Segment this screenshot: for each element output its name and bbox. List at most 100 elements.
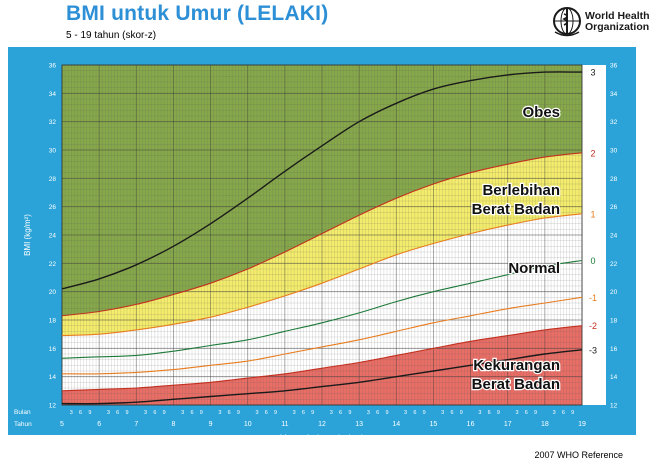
month-tick-label: 9: [237, 410, 240, 416]
month-tick-label: 6: [339, 410, 342, 416]
y-tick-label-right: 18: [610, 318, 618, 325]
curve-z-m2: [62, 325, 582, 392]
month-tick-label: 9: [88, 410, 91, 416]
month-tick-label: 9: [497, 410, 500, 416]
zone-underweight: [62, 325, 582, 405]
zone-label-underweight: Berat Badan: [472, 376, 560, 393]
zscore-label-m3: -3: [589, 345, 597, 355]
month-tick-label: 3: [441, 410, 444, 416]
who-emblem-icon: [553, 7, 581, 37]
x-tick-label: 12: [318, 421, 326, 428]
curve-z-m3: [62, 349, 582, 405]
zscore-label-3: 3: [590, 68, 595, 78]
month-tick-label: 9: [460, 410, 463, 416]
month-tick-label: 6: [190, 410, 193, 416]
y-tick-label-left: 16: [49, 346, 57, 353]
y-tick-label-right: 20: [610, 289, 618, 296]
y-tick-label-left: 14: [49, 374, 57, 381]
month-tick-label: 3: [553, 410, 556, 416]
month-tick-label: 3: [330, 410, 333, 416]
month-tick-label: 9: [423, 410, 426, 416]
zscore-label-m2: -2: [589, 321, 597, 331]
month-tick-label: 9: [385, 410, 388, 416]
zscore-label-1: 1: [590, 209, 595, 219]
x-tick-label: 14: [392, 421, 400, 428]
month-tick-label: 3: [515, 410, 518, 416]
month-tick-label: 3: [107, 410, 110, 416]
x-tick-label: 7: [134, 421, 138, 428]
x-tick-label: 5: [60, 421, 64, 428]
y-tick-label-right: 26: [610, 204, 618, 211]
month-tick-label: 3: [255, 410, 258, 416]
x-tick-label: 16: [467, 421, 475, 428]
zscore-strip: [582, 65, 606, 405]
y-tick-label-right: 24: [610, 233, 618, 240]
y-tick-label-right: 16: [610, 346, 618, 353]
y-tick-label-left: 24: [49, 233, 57, 240]
plot-border: [61, 64, 583, 406]
x-tick-label: 10: [244, 421, 252, 428]
month-tick-label: 6: [116, 410, 119, 416]
zone-label-normal: Normal: [508, 260, 560, 277]
y-tick-label-left: 18: [49, 318, 57, 325]
x-axis-label: Umur (tahun, bulan): [280, 433, 364, 444]
y-tick-label-left: 22: [49, 261, 57, 268]
logo-line-2: Organization: [585, 21, 650, 33]
month-tick-label: 9: [274, 410, 277, 416]
y-tick-label-right: 30: [610, 148, 618, 155]
y-tick-label-left: 28: [49, 176, 57, 183]
month-tick-label: 6: [450, 410, 453, 416]
x-tick-label: 13: [355, 421, 363, 428]
month-tick-label: 6: [562, 410, 565, 416]
logo-line-1: World Health: [585, 10, 650, 22]
who-logo: World Health Organization: [552, 6, 652, 40]
y-tick-label-left: 36: [49, 63, 57, 70]
curve-z-0: [62, 259, 582, 359]
month-tick-label: 6: [302, 410, 305, 416]
y-tick-label-left: 26: [49, 204, 57, 211]
y-tick-label-left: 12: [49, 403, 57, 410]
month-tick-label: 6: [376, 410, 379, 416]
x-tick-label: 9: [209, 421, 213, 428]
month-tick-label: 3: [218, 410, 221, 416]
x-tick-label: 6: [97, 421, 101, 428]
month-tick-label: 6: [488, 410, 491, 416]
row-label-years: Tahun: [14, 421, 32, 428]
x-tick-label: 8: [171, 421, 175, 428]
zscore-label-0: 0: [590, 256, 595, 266]
y-tick-label-right: 36: [610, 63, 618, 70]
zscore-label-m1: -1: [589, 293, 597, 303]
zscore-label-2: 2: [590, 148, 595, 158]
month-tick-label: 9: [534, 410, 537, 416]
reference-note: 2007 WHO Reference: [534, 450, 623, 460]
month-tick-label: 9: [348, 410, 351, 416]
zone-label-obese: Obes: [522, 104, 560, 121]
x-tick-label: 11: [281, 421, 288, 428]
page-title: BMI untuk Umur (LELAKI): [66, 2, 329, 25]
curve-z-m1: [62, 296, 582, 375]
month-tick-label: 9: [200, 410, 203, 416]
y-tick-label-right: 14: [610, 374, 618, 381]
x-tick-label: 18: [541, 421, 549, 428]
month-tick-label: 9: [571, 410, 574, 416]
month-tick-label: 6: [153, 410, 156, 416]
month-tick-label: 9: [125, 410, 128, 416]
month-tick-label: 3: [478, 410, 481, 416]
x-tick-label: 17: [504, 421, 512, 428]
month-tick-label: 9: [163, 410, 166, 416]
curve-z-1: [62, 213, 582, 337]
y-tick-label-right: 28: [610, 176, 618, 183]
y-tick-label-right: 12: [610, 403, 618, 410]
month-tick-label: 3: [144, 410, 147, 416]
month-tick-label: 3: [181, 410, 184, 416]
curve-z-2: [62, 152, 582, 317]
y-tick-label-left: 30: [49, 148, 57, 155]
zone-label-underweight: Kekurangan: [473, 357, 560, 374]
month-tick-label: 3: [404, 410, 407, 416]
zone-label-overweight: Berat Badan: [472, 201, 560, 218]
zone-label-overweight: Berlebihan: [482, 182, 560, 199]
y-axis-label: BMI (kg/m²): [23, 214, 32, 256]
month-tick-label: 3: [293, 410, 296, 416]
y-tick-label-right: 22: [610, 261, 618, 268]
